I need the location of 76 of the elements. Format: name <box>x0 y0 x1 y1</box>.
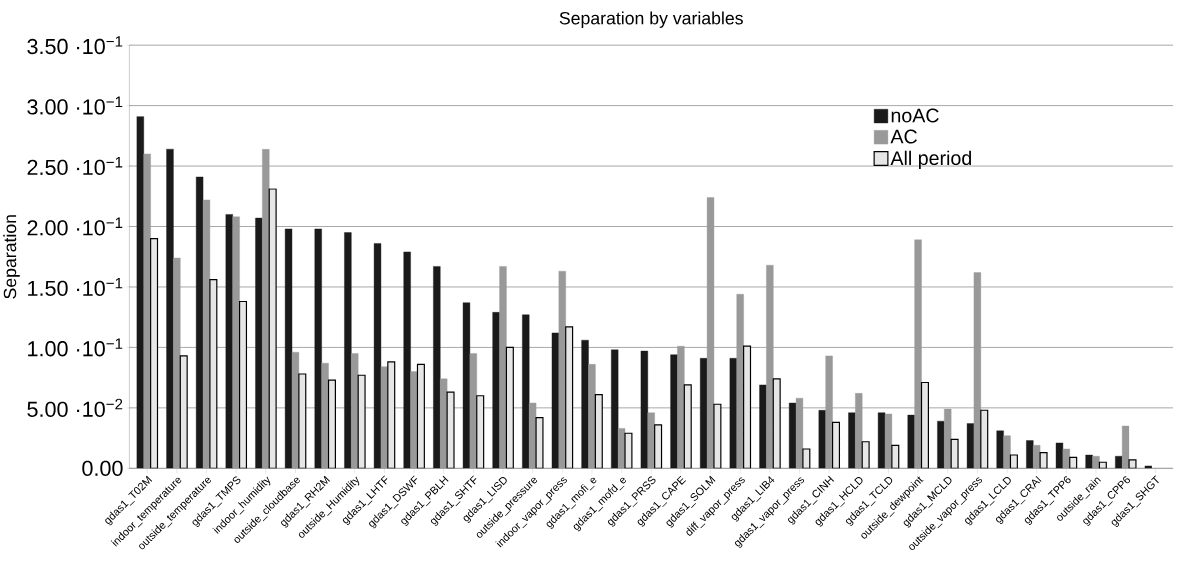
y-tick-label: 2.50 ·10$^{−1}$ <box>27 156 123 175</box>
bar <box>581 339 589 469</box>
bar <box>1085 454 1093 469</box>
y-tick-label: 3.00 ·10$^{−1}$ <box>27 96 123 115</box>
legend-label: noAC <box>891 108 939 123</box>
bar <box>321 362 329 469</box>
bar <box>351 353 359 469</box>
bar <box>766 264 774 469</box>
bar <box>291 351 300 469</box>
bar <box>907 414 915 469</box>
bar <box>877 412 886 469</box>
y-tick-label: 2.00 ·10$^{−1}$ <box>27 217 123 236</box>
bar <box>759 384 767 469</box>
bar <box>647 412 655 469</box>
bar <box>373 243 382 469</box>
bar <box>433 266 441 469</box>
chart-title: Separation by variables <box>559 11 743 28</box>
bar <box>677 345 685 469</box>
bar <box>522 314 530 469</box>
bar <box>1092 455 1100 469</box>
bar <box>1062 448 1070 469</box>
bar <box>855 393 863 469</box>
bar <box>143 153 151 469</box>
bar <box>380 366 389 469</box>
bar <box>914 239 922 469</box>
bar <box>937 420 945 469</box>
bar <box>1115 455 1123 469</box>
bar <box>966 423 975 469</box>
bar <box>795 397 804 469</box>
bar <box>284 228 293 469</box>
bar <box>729 357 737 469</box>
bar <box>1033 445 1041 469</box>
y-tick-label: 3.50 ·10$^{−1}$ <box>27 36 123 55</box>
bar <box>670 354 678 469</box>
bar <box>403 251 411 469</box>
bar <box>492 312 500 469</box>
bar <box>617 428 626 469</box>
bar <box>706 197 715 469</box>
bar <box>848 412 856 469</box>
bar <box>173 257 181 469</box>
bar <box>462 302 471 469</box>
bar <box>1026 440 1034 469</box>
bar <box>410 371 418 469</box>
bar <box>469 353 477 469</box>
bar <box>314 228 322 469</box>
y-tick-label: 1.00 ·10$^{−1}$ <box>28 338 123 357</box>
bar <box>588 364 596 469</box>
bar <box>1121 425 1130 469</box>
bar <box>1003 435 1011 469</box>
bar <box>558 270 566 469</box>
bar <box>884 413 893 469</box>
bar <box>499 266 507 469</box>
bar <box>825 355 833 469</box>
bar <box>736 293 744 469</box>
legend-label: All period <box>890 150 971 169</box>
bar <box>1055 442 1064 469</box>
bar <box>973 272 982 469</box>
bar <box>944 408 952 469</box>
bar <box>255 217 263 469</box>
y-tick-label: 0.00 <box>82 460 123 476</box>
bar <box>232 216 240 469</box>
bar <box>202 199 211 469</box>
bar <box>996 430 1004 469</box>
bar <box>640 350 648 469</box>
bar <box>225 214 233 469</box>
bar <box>166 148 174 469</box>
bar <box>611 349 619 469</box>
bar <box>1144 465 1153 469</box>
legend-label: AC <box>890 129 917 144</box>
y-tick-label: 5.00 ·10$^{−2}$ <box>27 398 123 417</box>
bar <box>818 409 826 469</box>
y-tick-label: 1.50 ·10$^{−1}$ <box>28 277 123 296</box>
bar <box>344 232 352 469</box>
y-axis-title: Separation <box>3 215 20 299</box>
bar <box>551 332 560 469</box>
bar <box>262 148 270 469</box>
